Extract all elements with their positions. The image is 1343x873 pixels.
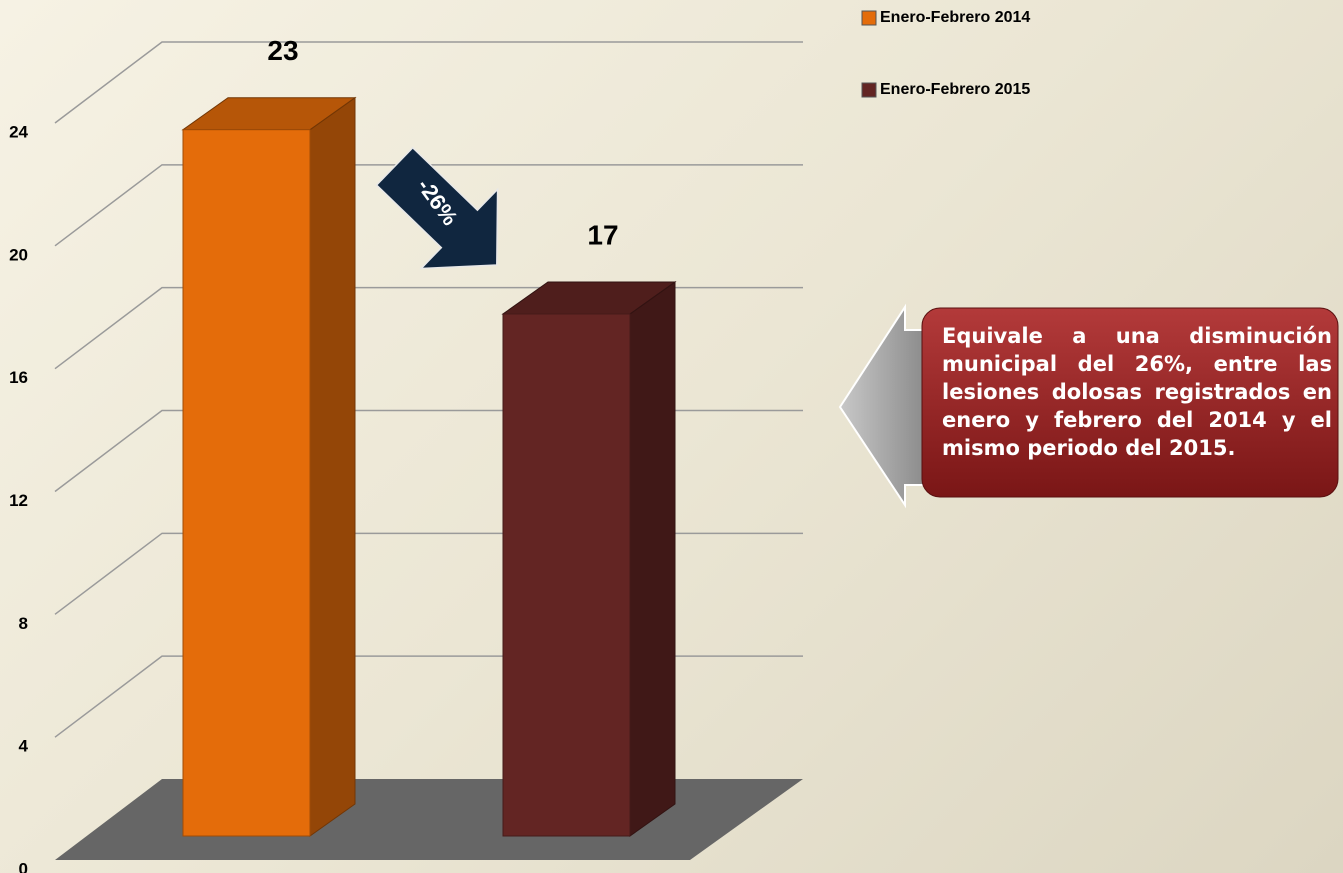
grid-line [54,532,803,615]
value-label: 23 [267,35,298,66]
y-tick-label: 8 [19,614,28,633]
floor [55,779,803,860]
legend-label: Enero-Febrero 2014 [880,9,1030,26]
bar-side [309,96,356,837]
arrow-shape [375,146,499,270]
y-tick-label: 0 [19,859,28,873]
callout-box [921,307,1339,498]
legend-label: Enero-Febrero 2015 [880,81,1030,98]
y-tick-label: 12 [9,491,28,510]
y-tick-label: 20 [9,245,28,264]
legend-swatch [861,10,877,26]
grid-line [54,164,803,247]
bar [182,129,311,837]
y-tick-label: 4 [19,737,29,756]
bar [502,313,631,837]
grid-line [54,286,803,370]
grid-line [54,41,803,124]
callout-arrow [838,303,931,509]
grid-line [54,655,803,738]
legend-swatch [861,82,877,98]
grid-line [54,409,803,493]
bar-side [629,280,676,837]
y-tick-label: 24 [9,122,28,141]
value-label: 17 [587,219,618,250]
change-arrow: -26% [375,146,499,270]
callout-text: Equivale a una disminución municipal del… [942,324,1332,460]
y-tick-label: 16 [9,368,28,387]
